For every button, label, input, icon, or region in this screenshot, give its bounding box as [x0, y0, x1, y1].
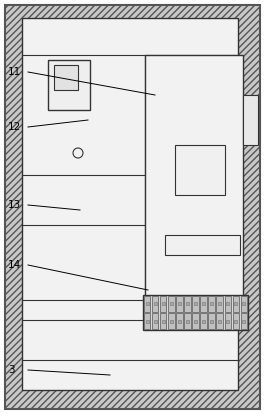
Text: 13: 13 [8, 200, 21, 210]
Bar [154, 302, 157, 305]
Bar [218, 320, 221, 323]
Text: 11: 11 [8, 67, 21, 77]
Bar [178, 302, 181, 305]
Bar [243, 95, 258, 145]
Bar [162, 320, 165, 323]
Bar [242, 302, 245, 305]
Bar [194, 320, 197, 323]
Bar [241, 296, 247, 312]
Bar [168, 296, 174, 312]
Bar [186, 320, 189, 323]
Bar [226, 320, 229, 323]
Bar [162, 302, 165, 305]
Bar [200, 313, 207, 329]
Bar [144, 296, 150, 312]
Bar [225, 296, 231, 312]
Bar [165, 235, 240, 255]
Bar [170, 320, 173, 323]
Bar [210, 320, 213, 323]
Bar [170, 302, 173, 305]
Bar [241, 313, 247, 329]
Bar [146, 320, 148, 323]
Bar [144, 313, 150, 329]
Bar [202, 302, 205, 305]
Bar [54, 65, 78, 90]
Bar [160, 296, 166, 312]
Bar [176, 313, 183, 329]
Bar [184, 296, 191, 312]
Text: 14: 14 [8, 260, 21, 270]
Bar [218, 302, 221, 305]
Bar [176, 296, 183, 312]
Bar [145, 55, 243, 320]
Bar [233, 296, 239, 312]
Bar [146, 302, 148, 305]
Bar [178, 320, 181, 323]
Bar [210, 302, 213, 305]
Bar [226, 302, 229, 305]
Bar [143, 295, 248, 330]
Bar [168, 313, 174, 329]
Bar [233, 313, 239, 329]
Bar [225, 313, 231, 329]
Bar [208, 296, 215, 312]
Bar [160, 313, 166, 329]
Bar [175, 145, 225, 195]
Bar [217, 296, 223, 312]
Bar [184, 313, 191, 329]
Bar [152, 313, 158, 329]
Bar [154, 320, 157, 323]
Bar [22, 18, 238, 390]
Text: 3: 3 [8, 365, 15, 375]
Bar [242, 320, 245, 323]
Bar [192, 313, 199, 329]
Bar [186, 302, 189, 305]
Bar [208, 313, 215, 329]
Bar [234, 302, 237, 305]
Bar [217, 313, 223, 329]
Text: 12: 12 [8, 122, 21, 132]
Bar [200, 296, 207, 312]
Bar [152, 296, 158, 312]
Bar [48, 60, 90, 110]
Bar [194, 302, 197, 305]
Bar [192, 296, 199, 312]
Bar [234, 320, 237, 323]
Bar [202, 320, 205, 323]
